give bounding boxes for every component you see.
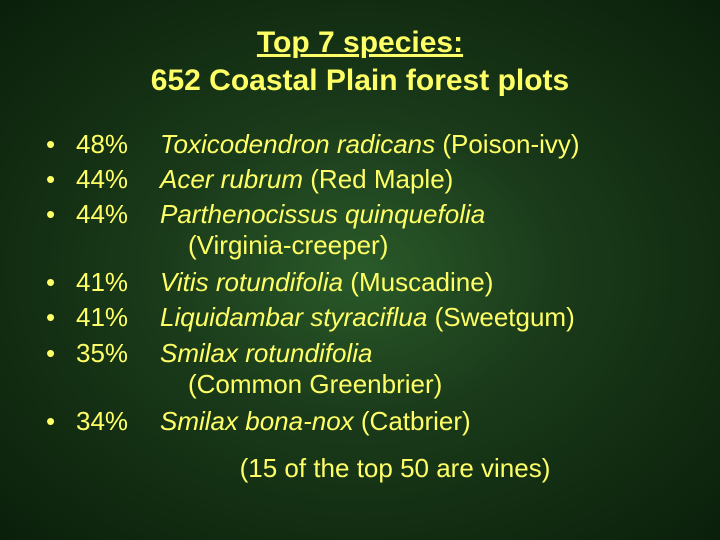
common-name-sub: (Common Greenbrier) (160, 367, 680, 402)
percent-value: 35% (76, 336, 152, 371)
species-desc: Liquidambar styraciflua (Sweetgum) (160, 300, 680, 335)
percent-value: 41% (76, 265, 152, 300)
bullet-icon: • (46, 300, 68, 335)
bullet-icon: • (46, 336, 68, 371)
percent-value: 41% (76, 300, 152, 335)
common-name: (Red Maple) (303, 164, 453, 194)
species-list: • 48% Toxicodendron radicans (Poison-ivy… (40, 127, 680, 439)
species-desc: Smilax bona-nox (Catbrier) (160, 404, 680, 439)
common-name: (Poison-ivy) (435, 129, 579, 159)
common-name: (Catbrier) (354, 406, 471, 436)
title-line-2: 652 Coastal Plain forest plots (151, 64, 569, 97)
bullet-icon: • (46, 265, 68, 300)
species-desc: Vitis rotundifolia (Muscadine) (160, 265, 680, 300)
scientific-name: Parthenocissus quinquefolia (160, 199, 485, 229)
scientific-name: Liquidambar styraciflua (160, 302, 427, 332)
footnote: (15 of the top 50 are vines) (40, 453, 680, 484)
scientific-name: Smilax bona-nox (160, 406, 354, 436)
scientific-name: Acer rubrum (160, 164, 303, 194)
bullet-icon: • (46, 162, 68, 197)
scientific-name: Vitis rotundifolia (160, 267, 343, 297)
species-desc: Parthenocissus quinquefolia (160, 197, 680, 232)
common-name: (Muscadine) (343, 267, 493, 297)
species-desc: Smilax rotundifolia (160, 336, 680, 371)
percent-value: 34% (76, 404, 152, 439)
scientific-name: Toxicodendron radicans (160, 129, 435, 159)
species-desc: Toxicodendron radicans (Poison-ivy) (160, 127, 680, 162)
common-name: (Sweetgum) (427, 302, 574, 332)
percent-value: 48% (76, 127, 152, 162)
bullet-icon: • (46, 127, 68, 162)
scientific-name: Smilax rotundifolia (160, 338, 372, 368)
common-name-sub: (Virginia-creeper) (160, 228, 680, 263)
title-line-1: Top 7 species: (257, 26, 463, 59)
percent-value: 44% (76, 197, 152, 232)
slide-title: Top 7 species: 652 Coastal Plain forest … (40, 24, 680, 99)
bullet-icon: • (46, 197, 68, 232)
percent-value: 44% (76, 162, 152, 197)
species-desc: Acer rubrum (Red Maple) (160, 162, 680, 197)
bullet-icon: • (46, 404, 68, 439)
